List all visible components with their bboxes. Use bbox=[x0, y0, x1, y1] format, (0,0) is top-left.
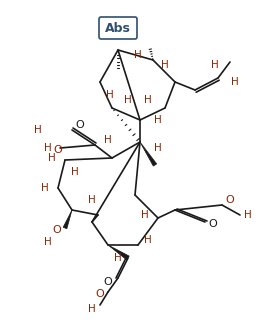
Text: H: H bbox=[48, 153, 56, 163]
Text: O: O bbox=[104, 277, 112, 287]
Text: O: O bbox=[53, 225, 61, 235]
Text: H: H bbox=[44, 237, 52, 247]
Text: H: H bbox=[34, 125, 42, 135]
Text: O: O bbox=[54, 145, 62, 155]
Text: H: H bbox=[134, 50, 142, 60]
Text: H: H bbox=[244, 210, 252, 220]
Text: H: H bbox=[41, 183, 49, 193]
Text: H: H bbox=[144, 235, 152, 245]
Text: Abs: Abs bbox=[105, 22, 131, 35]
Text: H: H bbox=[88, 304, 96, 314]
Text: H: H bbox=[88, 195, 96, 205]
Polygon shape bbox=[140, 142, 157, 166]
Text: H: H bbox=[154, 143, 162, 153]
Polygon shape bbox=[63, 210, 72, 229]
Text: H: H bbox=[211, 60, 219, 70]
FancyBboxPatch shape bbox=[99, 17, 137, 39]
Text: H: H bbox=[124, 95, 132, 105]
Text: H: H bbox=[154, 115, 162, 125]
Text: O: O bbox=[209, 219, 217, 229]
Text: H: H bbox=[231, 77, 239, 87]
Text: H: H bbox=[114, 253, 122, 263]
Text: H: H bbox=[144, 95, 152, 105]
Text: H: H bbox=[161, 60, 169, 70]
Text: H: H bbox=[44, 143, 52, 153]
Polygon shape bbox=[108, 245, 129, 260]
Text: O: O bbox=[226, 195, 234, 205]
Text: O: O bbox=[96, 289, 104, 299]
Text: H: H bbox=[106, 90, 114, 100]
Text: H: H bbox=[141, 210, 149, 220]
Text: H: H bbox=[104, 135, 112, 145]
Text: H: H bbox=[71, 167, 79, 177]
Text: O: O bbox=[76, 120, 84, 130]
